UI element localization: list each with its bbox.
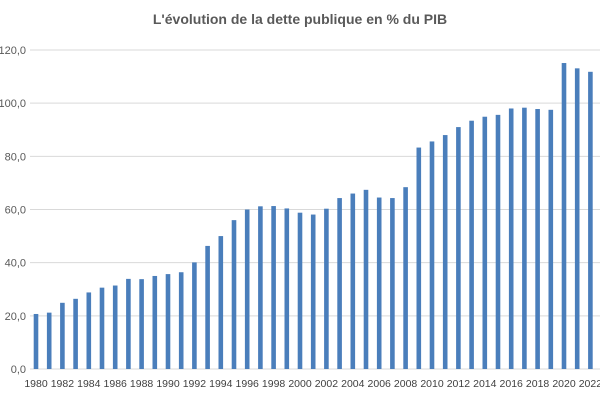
bar [271,206,276,369]
bar [126,278,131,369]
y-tick-label: 120,0 [0,45,26,57]
y-tick-label: 100,0 [0,98,26,110]
bar [350,193,356,369]
y-tick-label: 0,0 [11,364,26,376]
x-tick-label: 2000 [288,378,312,390]
x-tick-label: 2016 [500,378,524,390]
x-tick-label: 1994 [209,378,233,390]
bar [469,120,474,369]
x-tick-label: 2014 [473,378,497,390]
y-tick-label: 20,0 [5,311,26,323]
bar [139,279,144,369]
bar [495,114,501,369]
x-tick-label: 1982 [51,378,75,390]
x-tick-label: 1990 [156,378,180,390]
x-tick-label: 1984 [77,378,101,390]
bar [192,262,197,369]
bar [46,312,52,369]
bar [548,109,554,369]
bar [152,275,158,369]
bar [429,141,435,369]
bar [258,206,263,369]
x-tick-label: 2006 [368,378,392,390]
bar [390,198,395,369]
bar [456,127,461,369]
bar [403,187,408,369]
y-tick-label: 80,0 [5,151,26,163]
bar [244,209,250,369]
y-tick-label: 60,0 [5,205,26,217]
x-tick-label: 2002 [315,378,339,390]
x-tick-label: 2004 [341,378,365,390]
bar [376,197,382,369]
bar [218,236,224,369]
x-tick-label: 2012 [447,378,471,390]
x-tick-label: 2022 [579,378,600,390]
bar [73,298,78,369]
x-tick-label: 1992 [183,378,207,390]
x-tick-label: 1996 [236,378,260,390]
bar [99,287,105,369]
bar [535,109,540,369]
bar [165,274,171,369]
x-tick-label: 2018 [526,378,550,390]
x-tick-label: 2010 [420,378,444,390]
bar [60,302,65,369]
bar [522,107,527,369]
x-tick-label: 1986 [104,378,128,390]
bar [574,68,580,369]
bar [284,208,290,369]
x-tick-label: 1988 [130,378,154,390]
x-tick-label: 1980 [24,378,48,390]
y-tick-label: 40,0 [5,258,26,270]
bar [178,272,184,369]
bar [588,71,593,369]
bar [231,220,237,369]
bar [205,245,210,369]
x-tick-label: 2020 [552,378,576,390]
bar [508,108,514,369]
bar [416,147,422,369]
bar [86,292,92,369]
bar [561,63,567,370]
bar [112,285,118,369]
bar [33,313,39,369]
x-tick-label: 1998 [262,378,286,390]
bar [337,198,342,369]
bar [482,116,488,369]
bar [363,189,369,369]
chart-title: L'évolution de la dette publique en % du… [152,11,448,27]
bar [310,214,316,369]
bar [324,208,329,369]
bar [297,212,303,369]
x-tick-label: 2008 [394,378,418,390]
bar [442,135,448,369]
